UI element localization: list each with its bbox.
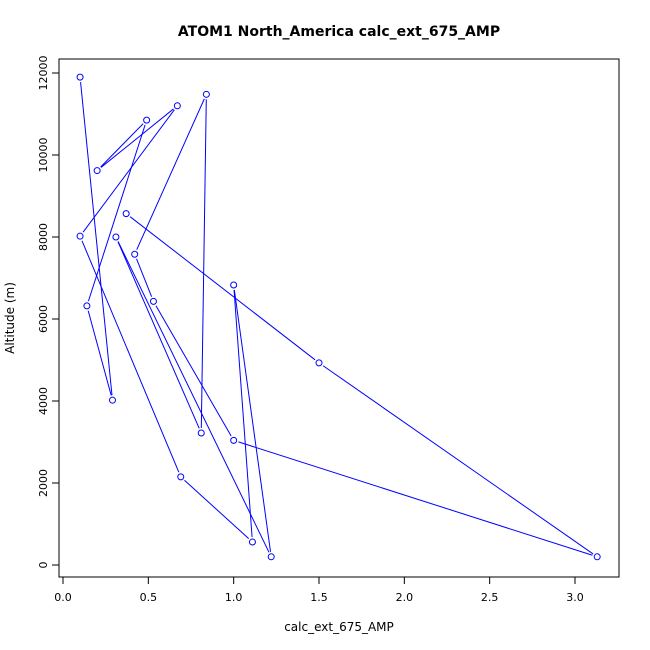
data-point: [131, 250, 139, 258]
data-point: [230, 281, 238, 289]
y-tick-label: 6000: [37, 305, 50, 333]
data-point: [149, 297, 157, 305]
y-tick-label: 10000: [37, 138, 50, 173]
series-segment: [117, 241, 200, 429]
series-segment: [184, 479, 250, 540]
data-point: [202, 90, 210, 98]
y-tick-label: 12000: [37, 56, 50, 91]
series-segment: [155, 305, 232, 437]
y-tick-label: 0: [37, 562, 50, 569]
data-point: [93, 167, 101, 175]
y-tick-label: 2000: [37, 469, 50, 497]
x-tick-label: 2.5: [481, 591, 499, 604]
series-segment: [100, 108, 174, 168]
data-point: [83, 302, 91, 310]
data-point: [122, 210, 130, 218]
data-point: [248, 538, 256, 546]
series-segment: [117, 241, 270, 553]
data-point: [143, 116, 151, 124]
y-tick-label: 8000: [37, 223, 50, 251]
series-segment: [233, 289, 253, 538]
series-segment: [87, 310, 112, 396]
data-point: [173, 102, 181, 110]
series-segment: [233, 289, 272, 552]
x-tick-label: 3.0: [566, 591, 584, 604]
data-point: [76, 232, 84, 240]
x-tick-label: 1.5: [310, 591, 328, 604]
data-point: [230, 436, 238, 444]
data-point: [76, 73, 84, 81]
series-lines: [80, 82, 594, 556]
series-segment: [82, 109, 175, 233]
x-tick-label: 2.0: [396, 591, 414, 604]
y-tick-label: 4000: [37, 387, 50, 415]
x-tick-label: 0.5: [140, 591, 158, 604]
series-segment: [322, 365, 594, 555]
data-point: [108, 396, 116, 404]
x-tick-label: 1.0: [225, 591, 243, 604]
chart-title: ATOM1 North_America calc_ext_675_AMP: [178, 24, 500, 40]
data-point: [197, 429, 205, 437]
series-segment: [238, 441, 593, 556]
y-axis: 0 2000 4000 6000 8000 10000 12000: [37, 56, 60, 569]
data-point: [112, 233, 120, 241]
data-point: [315, 359, 323, 367]
series-segment: [136, 258, 153, 297]
x-axis-label: calc_ext_675_AMP: [284, 620, 394, 634]
plot-frame: [58, 58, 620, 578]
x-axis: 0.0 0.5 1.0 1.5 2.0 2.5 3.0: [54, 576, 584, 604]
data-point: [267, 553, 275, 561]
series-segment: [200, 99, 207, 428]
y-axis-label: Altitude (m): [3, 282, 17, 354]
series-segment: [87, 124, 146, 302]
series-points: [76, 73, 601, 561]
x-tick-label: 0.0: [54, 591, 72, 604]
series-segment: [100, 123, 144, 168]
data-point: [177, 473, 185, 481]
series-segment: [129, 216, 316, 361]
series-segment: [80, 82, 113, 396]
data-point: [593, 553, 601, 561]
series-segment: [81, 240, 180, 473]
series-segment: [136, 98, 205, 250]
